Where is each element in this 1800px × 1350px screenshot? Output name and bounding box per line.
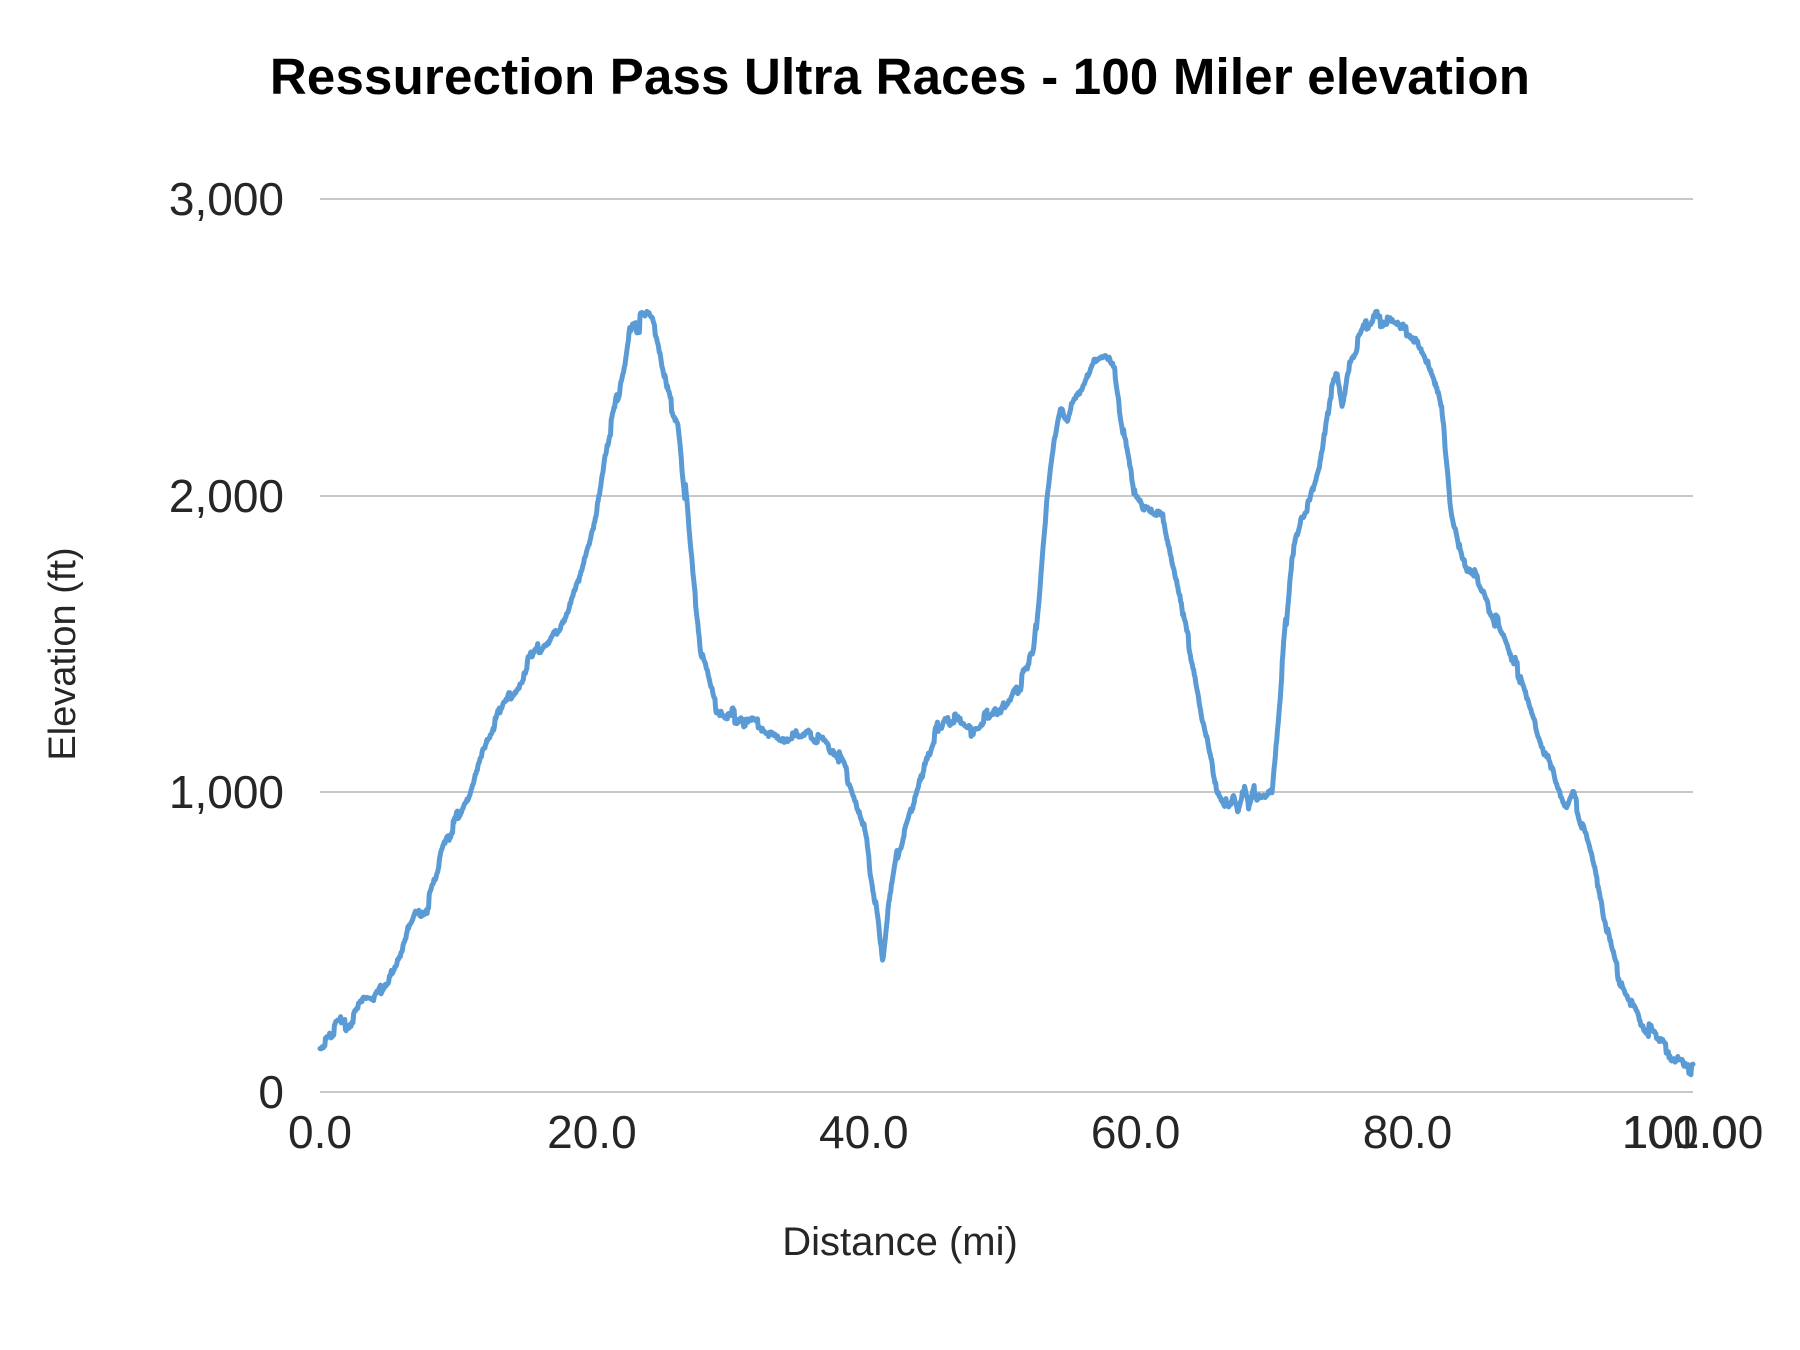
svg-text:40.0: 40.0 [819, 1106, 909, 1158]
svg-text:1,000: 1,000 [169, 766, 284, 818]
svg-text:101.00: 101.00 [1623, 1106, 1764, 1158]
svg-text:60.0: 60.0 [1091, 1106, 1181, 1158]
svg-text:80.0: 80.0 [1363, 1106, 1453, 1158]
svg-text:0: 0 [258, 1066, 284, 1118]
svg-text:3,000: 3,000 [169, 173, 284, 225]
svg-text:20.0: 20.0 [547, 1106, 637, 1158]
svg-text:0.0: 0.0 [288, 1106, 352, 1158]
svg-text:2,000: 2,000 [169, 470, 284, 522]
